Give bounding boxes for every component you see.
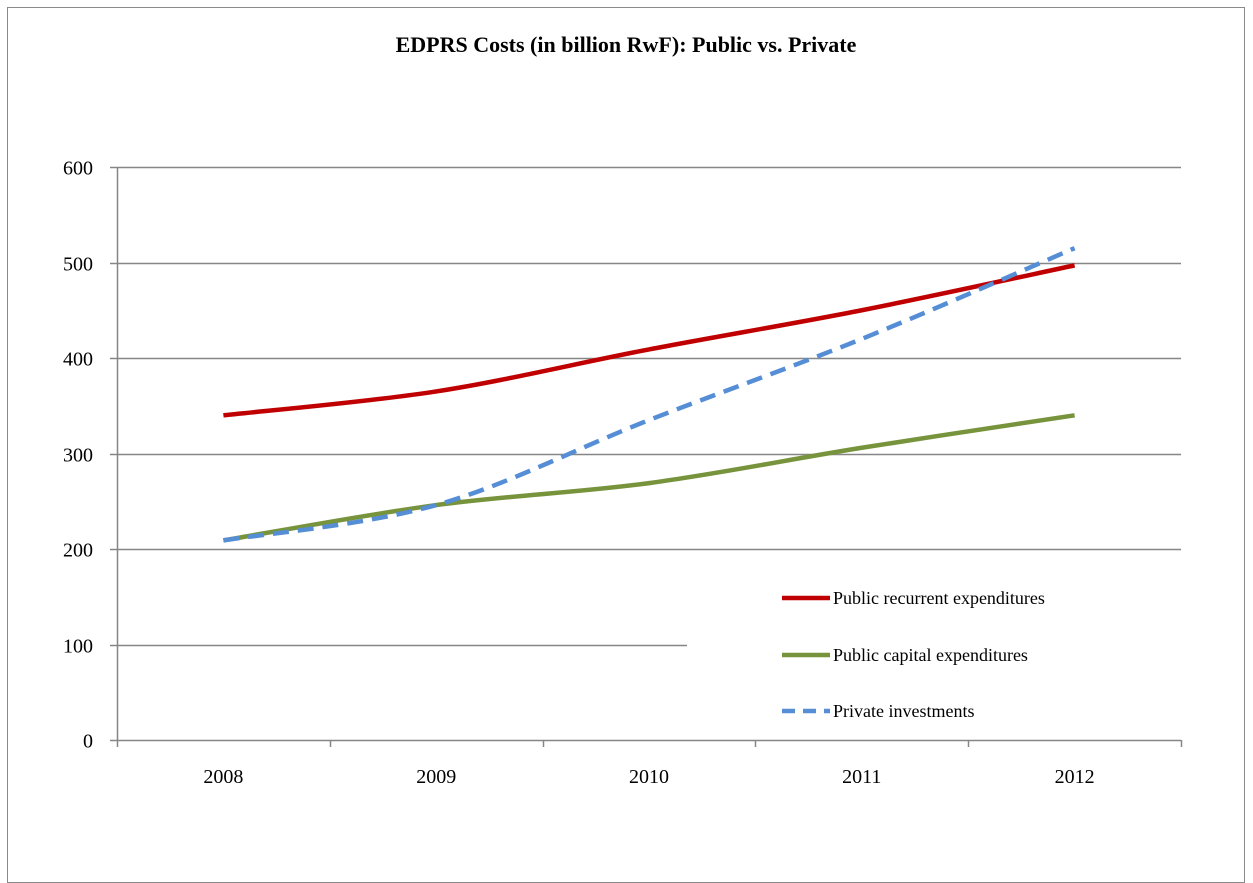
y-tick-label: 400 [63, 349, 93, 371]
x-tick-label: 2012 [1055, 766, 1095, 788]
series-line-2 [223, 413, 1075, 543]
y-tick-label: 100 [63, 636, 93, 658]
x-tick-label: 2010 [629, 766, 669, 788]
y-tick-label: 600 [63, 158, 93, 180]
series-lines [223, 246, 1076, 543]
legend-label: Public capital expenditures [833, 645, 1028, 665]
axes: 0 100 200 300 400 500 600 2008 2009 2010 2011 2012 [63, 158, 1183, 788]
grid-lines [117, 166, 1181, 647]
legend-label: Private investments [833, 701, 974, 721]
legend-label: Public recurrent expenditures [833, 588, 1045, 608]
series-line-1 [223, 263, 1076, 418]
chart-frame [7, 7, 1245, 883]
x-tick-label: 2008 [203, 766, 243, 788]
y-tick-label: 300 [63, 445, 93, 467]
y-tick-label: 0 [83, 731, 93, 753]
x-tick-label: 2009 [416, 766, 456, 788]
series-line-3 [223, 246, 1076, 543]
chart-title: EDPRS Costs (in billion RwF): Public vs.… [396, 32, 857, 57]
x-tick-label: 2011 [842, 766, 881, 788]
y-tick-label: 500 [63, 254, 93, 276]
legend: Public recurrent expenditures Public capi… [782, 588, 1045, 721]
y-tick-label: 200 [63, 540, 93, 562]
